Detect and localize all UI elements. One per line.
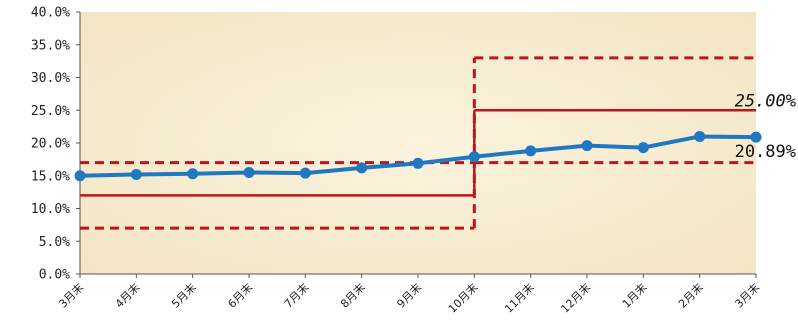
data-point <box>412 157 424 169</box>
plot-background <box>80 12 756 274</box>
data-point <box>750 131 762 143</box>
x-tick-label: 6月末 <box>225 280 255 310</box>
data-point <box>468 151 480 163</box>
annotation-current-label: 20.89% <box>735 142 796 162</box>
x-tick-label: 1月末 <box>619 280 649 310</box>
data-point <box>130 168 142 180</box>
x-tick-label: 5月末 <box>168 280 198 310</box>
x-tick-label: 7月末 <box>281 280 311 310</box>
x-tick-label: 9月末 <box>394 280 424 310</box>
y-tick-label: 35.0% <box>31 38 70 53</box>
y-tick-label: 25.0% <box>31 104 70 119</box>
y-tick-label: 40.0% <box>31 6 70 21</box>
data-point <box>74 170 86 182</box>
data-point <box>525 145 537 157</box>
data-point <box>356 162 368 174</box>
data-point <box>299 167 311 179</box>
x-tick-label: 10月末 <box>445 280 480 315</box>
data-point <box>581 140 593 152</box>
annotations: 25.00% 20.89% <box>735 91 796 162</box>
x-tick-label: 2月末 <box>675 280 705 310</box>
x-tick-label: 8月末 <box>337 280 367 310</box>
data-point <box>637 142 649 154</box>
x-axis: 3月末 4月末 5月末 6月末 7月末 8月末 9月末 10月末 11月末 12月末 1月末 2月末 3… <box>56 273 762 316</box>
x-tick-label: 11月末 <box>501 280 536 315</box>
x-tick-label: 12月末 <box>558 280 593 315</box>
data-point <box>187 168 199 180</box>
x-tick-label: 3月末 <box>732 280 762 310</box>
x-tick-label: 4月末 <box>112 280 142 310</box>
series-line <box>74 130 762 182</box>
y-tick-label: 0.0% <box>39 268 70 283</box>
y-tick-label: 20.0% <box>31 137 70 152</box>
data-point <box>243 166 255 178</box>
x-tick-label: 3月末 <box>56 280 86 310</box>
data-point <box>694 130 706 142</box>
y-tick-label: 30.0% <box>31 71 70 86</box>
y-tick-label: 15.0% <box>31 169 70 184</box>
y-tick-label: 5.0% <box>39 235 70 250</box>
y-axis: 0.0% 5.0% 10.0% 15.0% 20.0% 25.0% 30.0% 35.0% 40… <box>31 6 81 283</box>
range-bands <box>80 56 756 230</box>
annotation-target-label: 25.00% <box>735 91 796 111</box>
y-tick-label: 10.0% <box>31 202 70 217</box>
